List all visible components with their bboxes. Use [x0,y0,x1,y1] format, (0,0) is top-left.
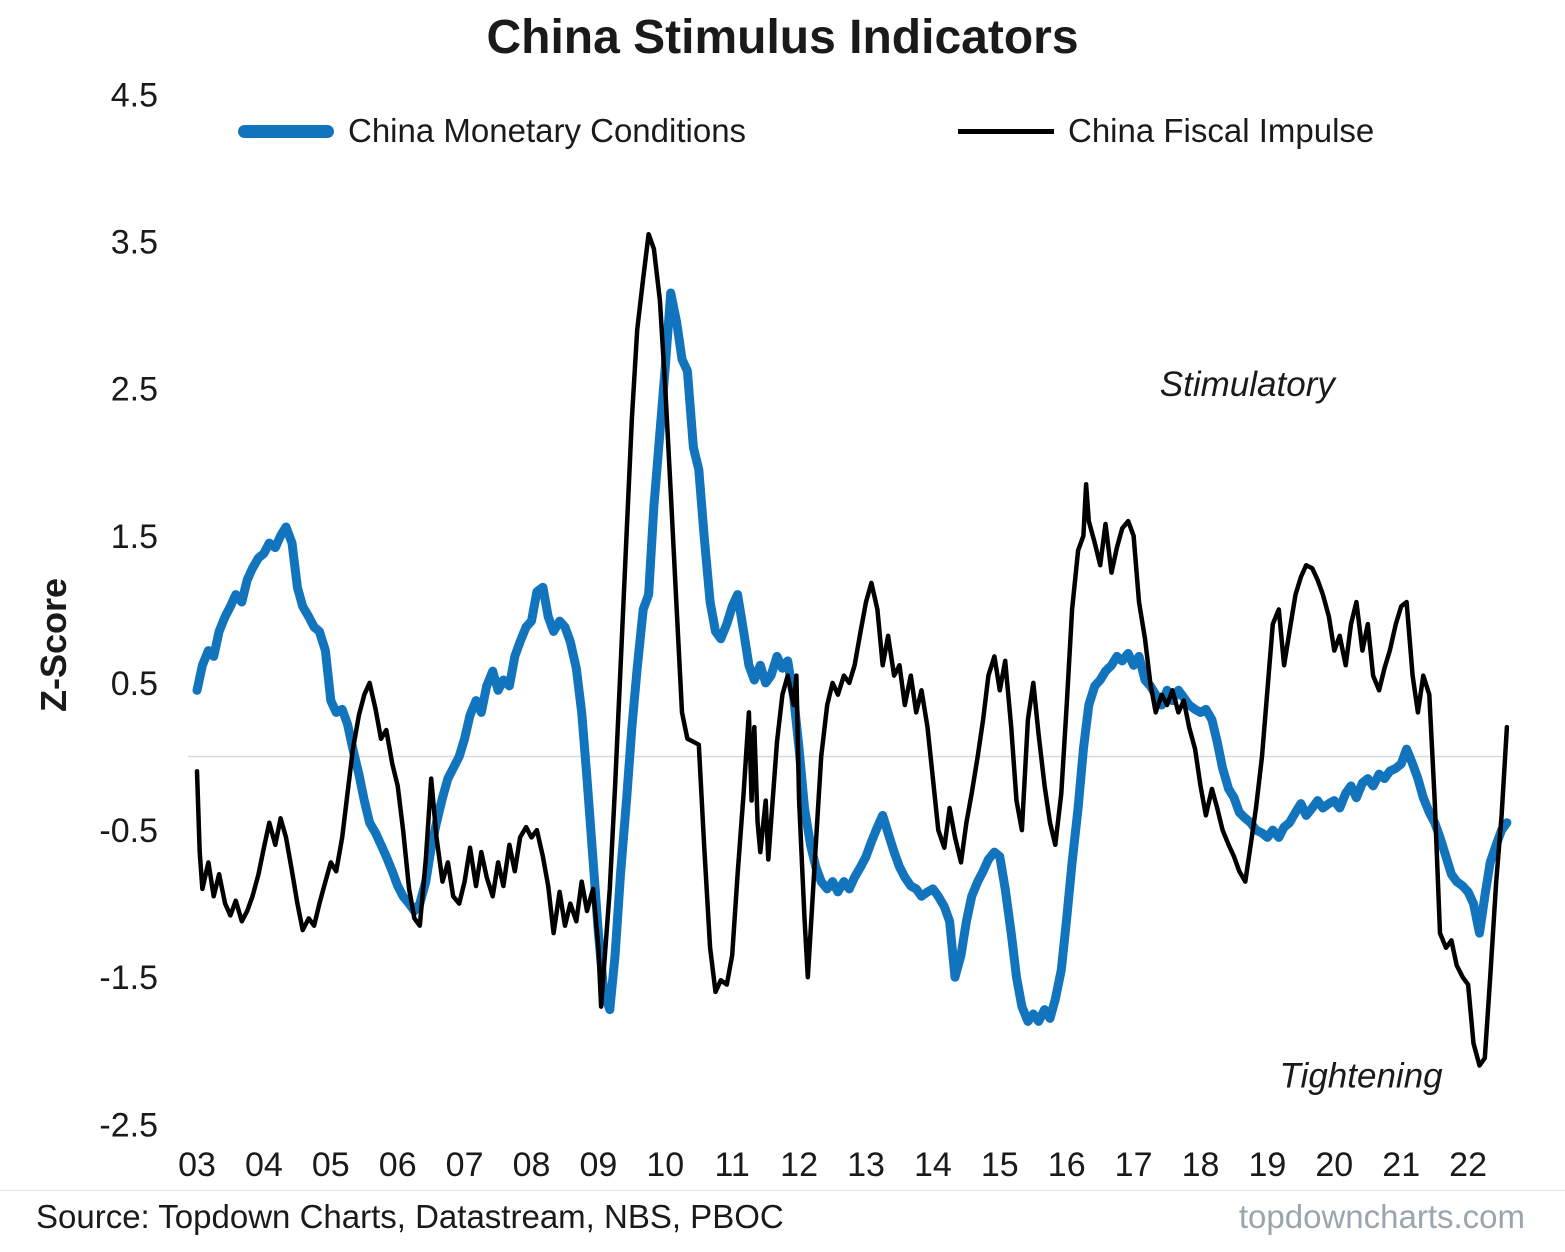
x-tick-label: 16 [1048,1146,1086,1184]
legend-label-monetary: China Monetary Conditions [348,112,747,149]
y-tick-label: 4.5 [111,76,158,114]
fiscal-line-swatch-icon [958,128,1054,134]
x-tick-label: 08 [513,1146,551,1184]
y-tick-label: 3.5 [111,224,158,262]
x-tick-label: 19 [1248,1146,1286,1184]
y-tick-label: -1.5 [99,959,158,997]
x-tick-label: 15 [981,1146,1019,1184]
y-tick-label: 1.5 [111,518,158,556]
x-tick-label: 17 [1115,1146,1153,1184]
x-tick-label: 14 [914,1146,952,1184]
y-tick-label: 0.5 [111,665,158,703]
y-tick-label: -0.5 [99,812,158,850]
series-line-fiscal [194,231,1510,1068]
annotation-stimulatory: Stimulatory [1160,365,1338,404]
x-tick-label: 21 [1382,1146,1420,1184]
x-tick-label: 20 [1315,1146,1353,1184]
source-text: Source: Topdown Charts, Datastream, NBS,… [36,1198,784,1235]
x-tick-label: 07 [446,1146,484,1184]
x-tick-label: 18 [1182,1146,1220,1184]
legend: China Monetary Conditions China Fiscal I… [0,112,1565,152]
x-tick-label: 05 [312,1146,350,1184]
legend-item-fiscal: China Fiscal Impulse [958,112,1374,150]
x-tick-label: 11 [715,1146,750,1184]
annotation-tightening: Tightening [1279,1057,1443,1096]
page-title: China Stimulus Indicators [486,11,1079,64]
x-tick-label: 22 [1449,1146,1487,1184]
x-tick-label: 06 [379,1146,417,1184]
legend-label-fiscal: China Fiscal Impulse [1068,112,1375,149]
site-text: topdowncharts.com [1238,1198,1525,1235]
x-tick-label: 13 [847,1146,885,1184]
series-line-monetary [192,288,1512,1026]
y-tick-label: 2.5 [111,371,158,409]
x-tick-label: 12 [780,1146,818,1184]
monetary-line-swatch-icon [238,124,334,138]
x-tick-label: 04 [245,1146,283,1184]
x-tick-label: 10 [646,1146,684,1184]
y-axis-title: Z-Score [33,577,74,713]
x-tick-label: 09 [579,1146,617,1184]
footer-divider [0,1190,1565,1191]
y-tick-label: -2.5 [99,1106,158,1144]
legend-item-monetary: China Monetary Conditions [238,112,746,150]
x-tick-label: 03 [178,1146,216,1184]
